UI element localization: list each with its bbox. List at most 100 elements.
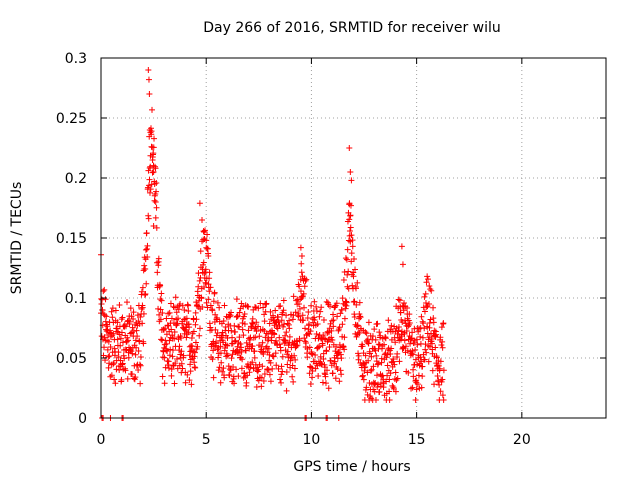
- data-point: [143, 229, 150, 236]
- data-point: [179, 302, 186, 309]
- data-point: [423, 304, 430, 311]
- data-point: [374, 320, 381, 327]
- data-point: [178, 334, 185, 341]
- data-point: [238, 365, 245, 372]
- data-point: [401, 337, 408, 344]
- data-point: [194, 343, 201, 350]
- data-point: [399, 261, 406, 268]
- data-point: [311, 298, 318, 305]
- data-point: [440, 397, 447, 403]
- y-tick-label: 0.1: [65, 291, 87, 307]
- data-point: [269, 365, 276, 372]
- data-point: [165, 358, 172, 365]
- x-tick-label: 20: [513, 432, 531, 448]
- data-point: [245, 303, 252, 310]
- data-point: [239, 320, 246, 327]
- data-point: [348, 250, 355, 257]
- data-point: [363, 330, 370, 337]
- data-point: [322, 373, 329, 380]
- chart-title: Day 266 of 2016, SRMTID for receiver wil…: [203, 20, 501, 36]
- data-point: [130, 316, 137, 323]
- data-point: [351, 311, 358, 318]
- data-point: [167, 300, 174, 307]
- data-point: [236, 323, 243, 330]
- data-point: [439, 376, 446, 383]
- data-point: [383, 378, 390, 385]
- data-point: [277, 376, 284, 383]
- data-point: [296, 283, 303, 290]
- data-point: [330, 311, 337, 318]
- data-point: [237, 341, 244, 348]
- data-point: [276, 334, 283, 341]
- data-point: [424, 276, 431, 283]
- data-point: [125, 354, 132, 361]
- data-point: [429, 340, 436, 347]
- data-point: [143, 245, 150, 252]
- data-point: [118, 376, 125, 383]
- data-point: [150, 150, 157, 157]
- data-point: [386, 376, 393, 383]
- data-point: [275, 365, 282, 372]
- data-point: [133, 327, 140, 334]
- data-point: [124, 299, 131, 306]
- data-point: [137, 353, 144, 360]
- data-point: [232, 328, 239, 335]
- data-point: [396, 358, 403, 365]
- data-point: [378, 373, 385, 380]
- data-point: [283, 312, 290, 319]
- data-point: [127, 305, 134, 312]
- data-point: [341, 334, 348, 341]
- data-point: [196, 277, 203, 284]
- data-point: [248, 319, 255, 326]
- y-tick-label: 0.3: [65, 51, 87, 67]
- data-point: [414, 361, 421, 368]
- data-point: [258, 343, 265, 350]
- data-point: [266, 320, 273, 327]
- data-point: [191, 359, 198, 366]
- data-point: [326, 329, 333, 336]
- data-point: [347, 169, 354, 175]
- data-point: [229, 334, 236, 341]
- data-point: [272, 350, 279, 357]
- data-point: [210, 298, 217, 305]
- data-point: [363, 384, 370, 391]
- data-point: [318, 361, 325, 368]
- data-point: [439, 344, 446, 351]
- data-point: [361, 364, 368, 371]
- data-point: [306, 321, 313, 328]
- data-point: [338, 371, 345, 378]
- data-point: [157, 296, 164, 303]
- data-point: [125, 337, 132, 344]
- data-point: [308, 364, 315, 371]
- data-point: [304, 354, 311, 361]
- data-point: [336, 378, 343, 385]
- data-point: [403, 343, 410, 350]
- data-point: [415, 328, 422, 335]
- data-point: [101, 334, 108, 341]
- data-point: [180, 352, 187, 359]
- data-point: [337, 351, 344, 358]
- data-point: [152, 165, 159, 172]
- data-point: [253, 328, 260, 335]
- data-point: [412, 397, 419, 403]
- data-point: [110, 330, 117, 337]
- data-point: [419, 373, 426, 380]
- data-point: [216, 364, 223, 371]
- data-point: [178, 348, 185, 355]
- data-point: [179, 365, 186, 372]
- data-point: [214, 330, 221, 337]
- data-point: [143, 280, 150, 287]
- data-point: [122, 323, 129, 330]
- data-point: [318, 304, 325, 311]
- data-point: [140, 340, 147, 347]
- data-point: [388, 322, 395, 329]
- data-point: [367, 367, 374, 374]
- data-point: [214, 346, 221, 353]
- data-point: [268, 334, 275, 341]
- data-point: [327, 357, 334, 364]
- data-point: [104, 346, 111, 353]
- data-point: [163, 340, 170, 347]
- data-point: [158, 336, 165, 343]
- data-point: [304, 315, 311, 322]
